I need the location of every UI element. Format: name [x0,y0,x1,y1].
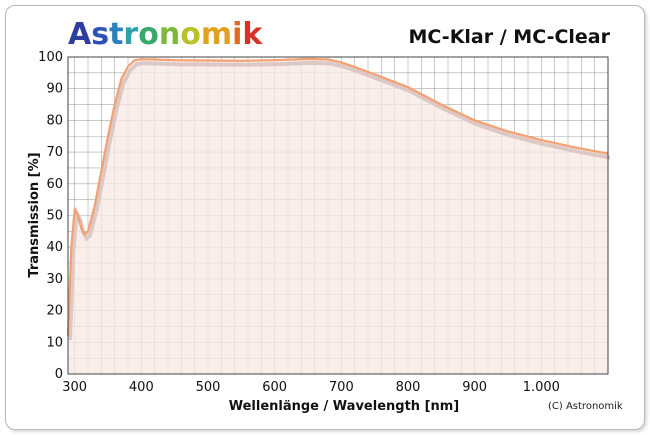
x-tick-label: 700 [329,380,354,395]
axes: 0 10 20 30 40 50 60 70 80 90 100 300 400 500 600 700 800… [38,50,609,395]
series-shadow [68,60,611,341]
x-tick-label: 500 [196,380,221,395]
y-tick-label: 30 [46,272,63,287]
y-axis-label: Transmission [%] [27,152,42,277]
plot-area [66,57,611,375]
series-line [66,57,609,337]
x-tick-label: 600 [262,380,287,395]
y-tick-label: 70 [46,145,63,160]
y-tick-label: 0 [55,367,63,382]
y-tick-label: 60 [46,177,63,192]
y-tick-label: 20 [46,304,63,319]
logo-letter: m [200,17,233,52]
logo-letter: o [180,17,201,52]
plot-border [67,56,609,375]
copyright-text: (C) Astronomik [548,401,623,412]
logo-letter: k [242,17,263,52]
y-tick-label: 100 [38,50,63,65]
x-axis-label: Wellenlänge / Wavelength [nm] [229,399,460,414]
x-tick-label: 400 [129,380,154,395]
y-tick-label: 10 [46,335,63,350]
logo-letter: A [68,17,92,52]
logo-letter: t [109,17,124,52]
x-tick-label: 800 [396,380,421,395]
x-tick-label: 300 [62,380,87,395]
x-tick-label: 900 [462,380,487,395]
astronomik-logo: Astronomik [68,17,262,53]
x-tick-label: 1.000 [523,380,560,395]
logo-letter: i [232,17,243,52]
logo-letter: r [123,17,139,52]
logo-letter: s [91,17,110,52]
series-area [68,58,608,375]
y-tick-label: 80 [46,113,63,128]
chart-title: MC-Klar / MC-Clear [408,26,610,48]
y-tick-label: 40 [46,240,63,255]
logo-letter: o [138,17,159,52]
y-tick-label: 50 [46,209,63,224]
logo-letter: n [158,17,181,52]
y-tick-label: 90 [46,82,63,97]
